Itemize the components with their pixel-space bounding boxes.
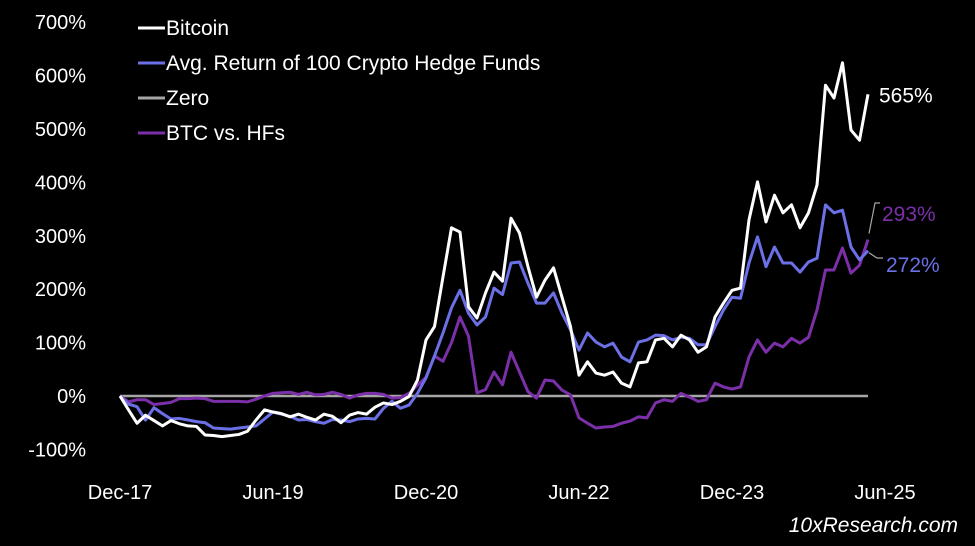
x-tick-label: Jun-19 (242, 482, 303, 504)
end-label-hedge-funds: 272% (886, 254, 940, 277)
x-tick-label: Dec-17 (88, 482, 152, 504)
legend-label: BTC vs. HFs (166, 122, 285, 145)
y-tick-label: -100% (28, 439, 86, 461)
y-tick-label: 700% (35, 12, 86, 34)
end-label-btc-vs-hfs: 293% (882, 203, 936, 226)
x-axis-ticks: Dec-17 Jun-19 Dec-20 Jun-22 Dec-23 Jun-25 (88, 482, 916, 504)
series-lines (118, 61, 870, 439)
y-tick-label: 300% (35, 226, 86, 248)
legend-item: BTC vs. HFs (138, 122, 285, 145)
legend-item: Zero (138, 87, 209, 110)
x-tick-label: Jun-22 (548, 482, 609, 504)
legend-item: Bitcoin (138, 17, 229, 40)
leader-line-hedge-funds (868, 252, 883, 259)
series-line-1 (118, 203, 870, 431)
y-tick-label: 500% (35, 119, 86, 141)
legend-label: Avg. Return of 100 Crypto Hedge Funds (166, 52, 540, 75)
x-tick-label: Dec-20 (394, 482, 458, 504)
legend-label: Zero (166, 87, 209, 110)
y-tick-label: 0% (57, 386, 86, 408)
x-tick-label: Jun-25 (854, 482, 915, 504)
series-line-3 (119, 239, 870, 430)
y-tick-label: 600% (35, 66, 86, 88)
end-label-bitcoin: 565% (879, 84, 933, 107)
x-tick-label: Dec-23 (700, 482, 764, 504)
y-axis-ticks: -100% 0% 100% 200% 300% 400% 500% 600% 700% (28, 12, 86, 461)
legend-item: Avg. Return of 100 Crypto Hedge Funds (138, 52, 540, 75)
leader-line-btc-vs-hfs (868, 202, 880, 234)
watermark: 10xResearch.com (789, 514, 958, 537)
legend: Bitcoin Avg. Return of 100 Crypto Hedge F… (138, 17, 540, 145)
y-tick-label: 400% (35, 172, 86, 194)
legend-label: Bitcoin (166, 17, 229, 40)
end-labels: 565% 293% 272% (868, 84, 940, 277)
y-tick-label: 200% (35, 279, 86, 301)
y-tick-label: 100% (35, 333, 86, 355)
series-line-0 (118, 61, 870, 439)
